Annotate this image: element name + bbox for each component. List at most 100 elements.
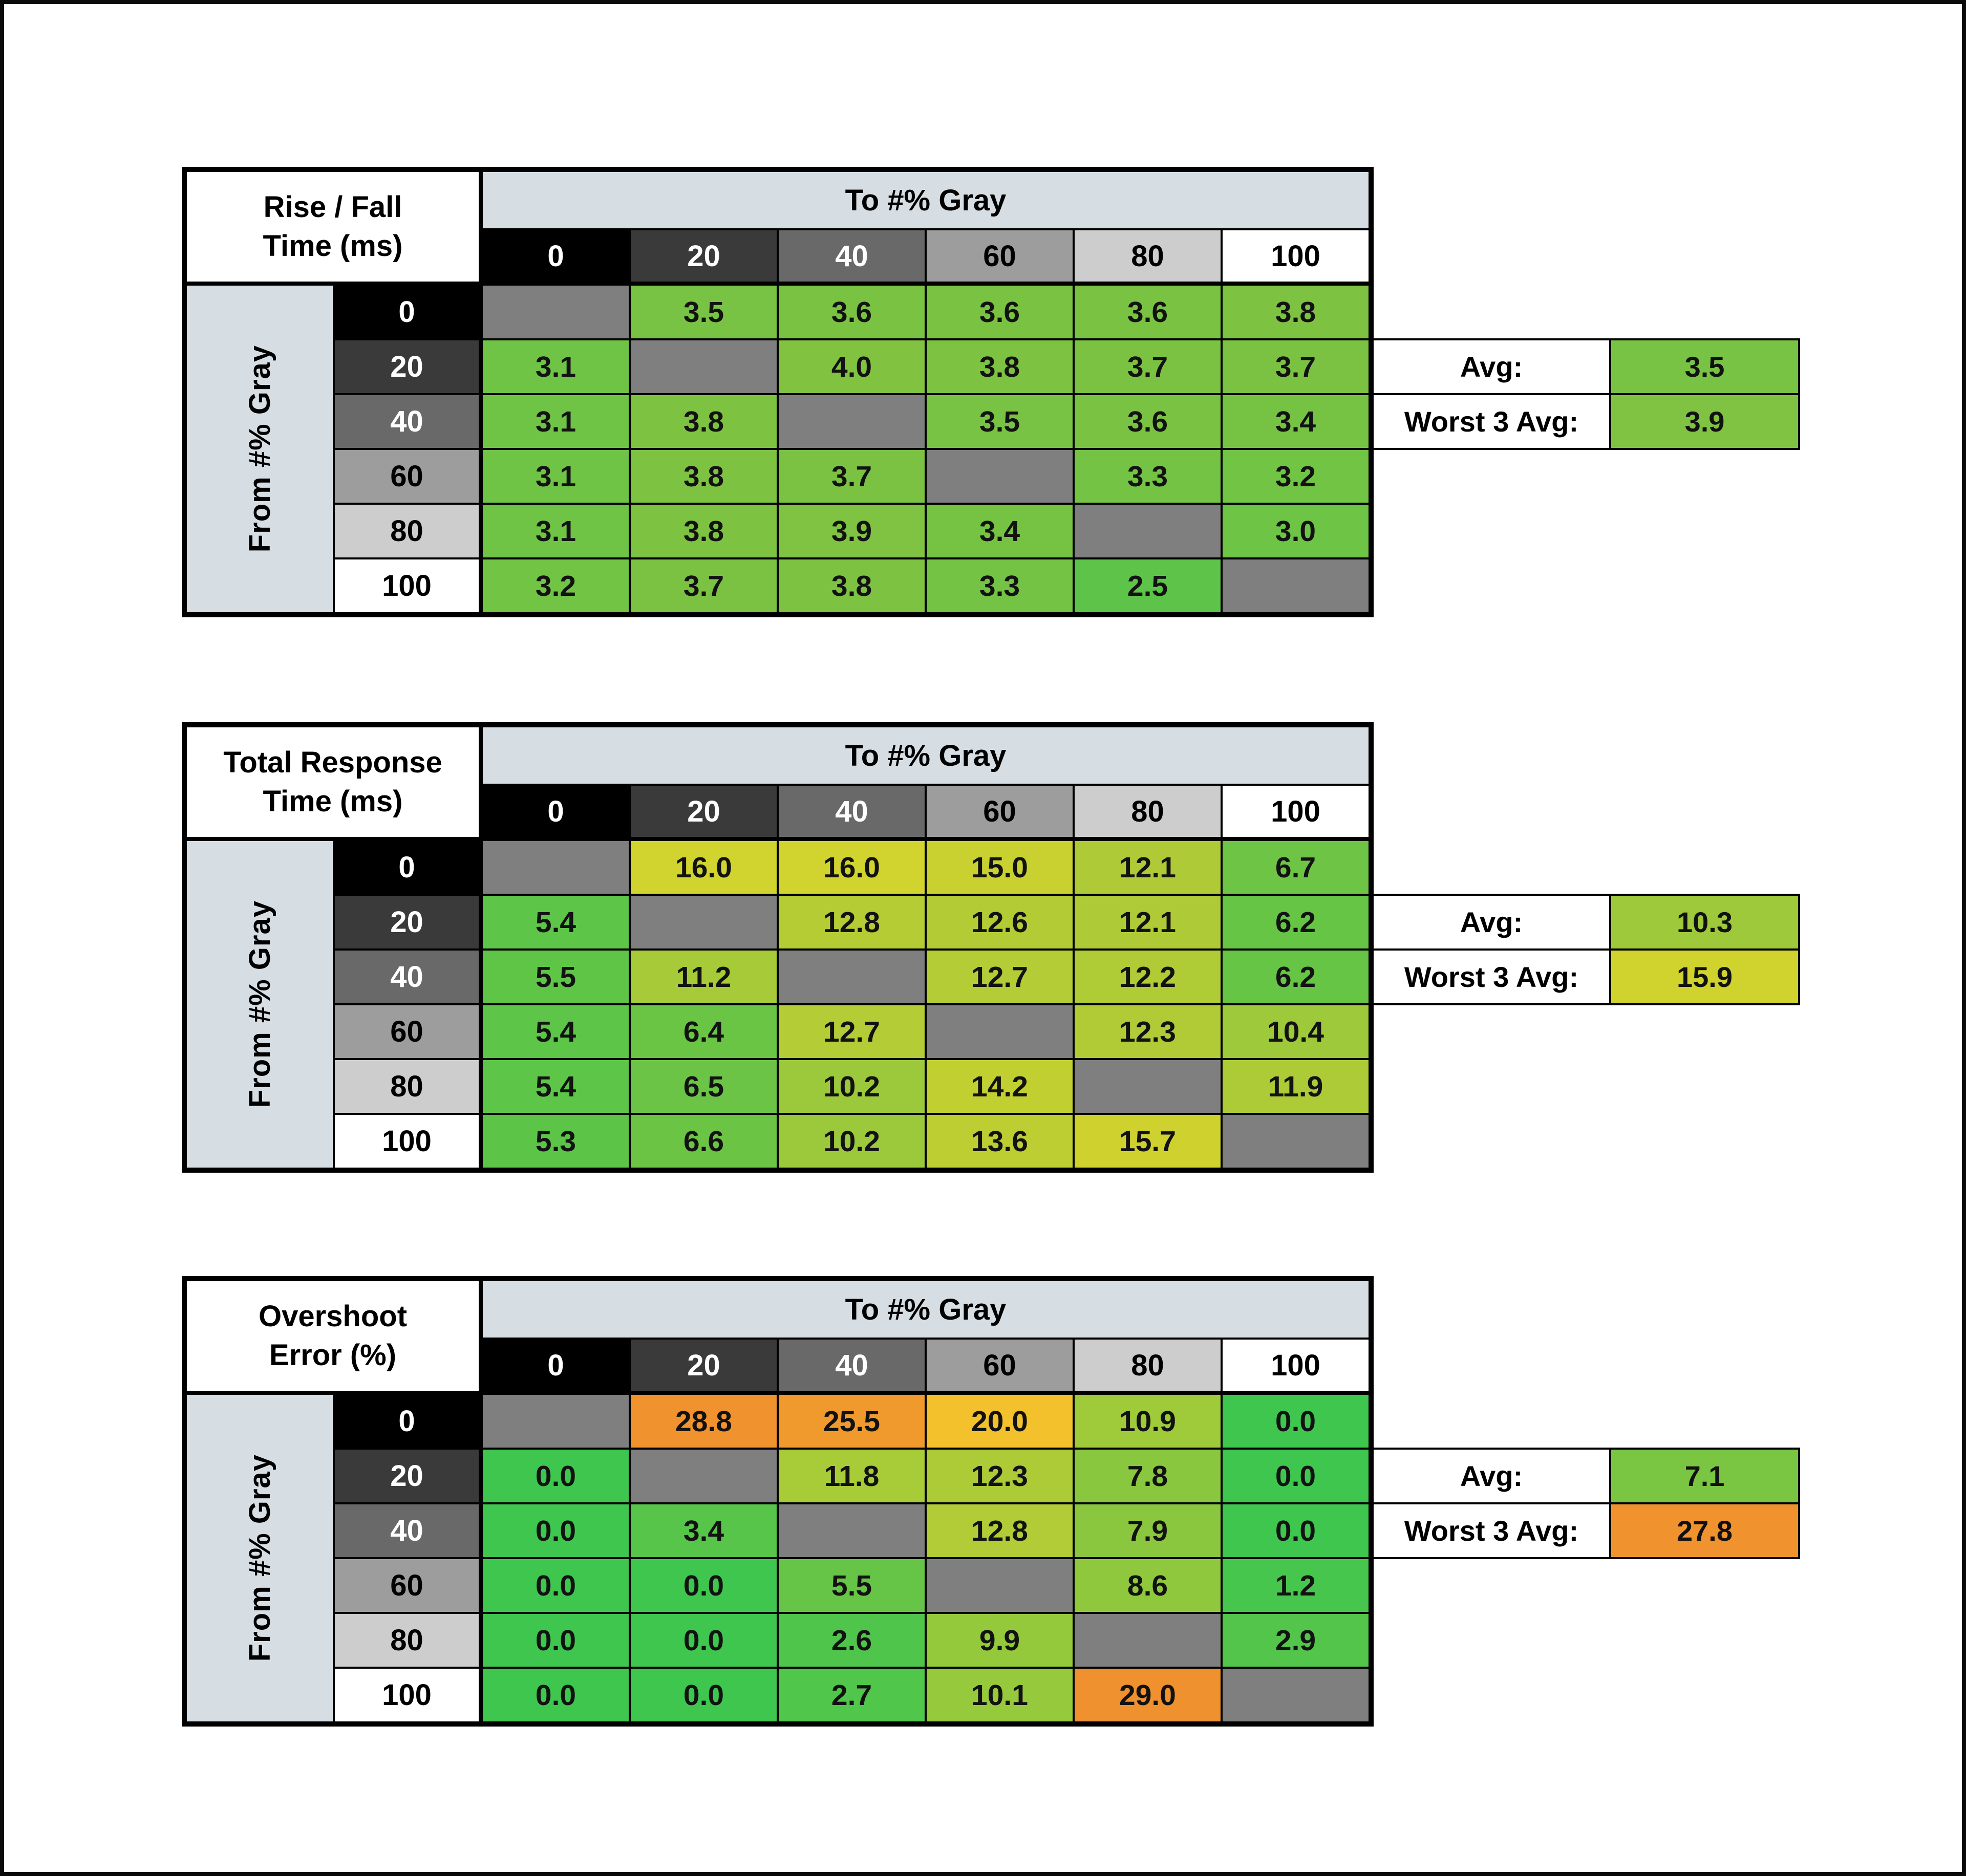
value-cell: 0.0	[631, 1559, 777, 1612]
row-header-20-pct: 20	[335, 340, 481, 393]
col-header-0-pct: 0	[483, 230, 629, 284]
row-header-40-pct: 40	[335, 1504, 481, 1557]
value-cell: 3.6	[1075, 395, 1221, 448]
value-cell: 7.9	[1075, 1504, 1221, 1557]
worst3-label: Worst 3 Avg:	[1374, 395, 1609, 448]
row-header-100-pct: 100	[335, 1669, 481, 1721]
value-cell: 5.5	[483, 951, 629, 1003]
value-cell: 3.8	[927, 340, 1073, 393]
metric-title-line1: Total Response	[223, 746, 442, 779]
value-cell: 14.2	[927, 1060, 1073, 1113]
value-cell: 0.0	[483, 1559, 629, 1612]
col-header-20-pct: 20	[631, 230, 777, 284]
value-cell: 10.2	[779, 1115, 925, 1168]
diagonal-gray-cell	[927, 450, 1073, 503]
diagonal-gray-cell	[483, 841, 629, 894]
metric-title-line2: Time (ms)	[263, 229, 403, 263]
value-cell: 2.9	[1223, 1614, 1369, 1667]
row-header-0-pct: 0	[335, 841, 481, 894]
value-cell: 12.8	[779, 896, 925, 948]
diagonal-gray-cell	[1075, 1614, 1221, 1667]
diagonal-gray-cell	[483, 286, 629, 338]
col-header-20-pct: 20	[631, 1340, 777, 1393]
metric-title-cell: Total Response Time (ms)	[187, 727, 481, 839]
value-cell: 12.7	[927, 951, 1073, 1003]
value-cell: 12.2	[1075, 951, 1221, 1003]
value-cell: 0.0	[1223, 1504, 1369, 1557]
worst3-value: 27.8	[1611, 1504, 1798, 1557]
col-header-0-pct: 0	[483, 1340, 629, 1393]
avg-label: Avg:	[1374, 340, 1609, 393]
value-cell: 3.8	[631, 450, 777, 503]
from-gray-axis-label: From #% Gray	[243, 345, 276, 553]
value-cell: 3.8	[631, 395, 777, 448]
col-header-60-pct: 60	[927, 230, 1073, 284]
value-cell: 2.5	[1075, 559, 1221, 612]
value-cell: 3.6	[1075, 286, 1221, 338]
value-cell: 2.7	[779, 1669, 925, 1721]
value-cell: 29.0	[1075, 1669, 1221, 1721]
row-header-80-pct: 80	[335, 1614, 481, 1667]
row-header-60-pct: 60	[335, 1005, 481, 1058]
metric-title-cell: Overshoot Error (%)	[187, 1281, 481, 1393]
value-cell: 3.1	[483, 395, 629, 448]
col-header-0-pct: 0	[483, 786, 629, 839]
value-cell: 15.7	[1075, 1115, 1221, 1168]
summary-block: Avg: 3.5 Worst 3 Avg: 3.9	[1372, 338, 1800, 450]
col-header-40-pct: 40	[779, 230, 925, 284]
col-header-40-pct: 40	[779, 786, 925, 839]
heatmap-table: Overshoot Error (%) To #% Gray From #% G…	[182, 1276, 1374, 1727]
value-cell: 3.4	[631, 1504, 777, 1557]
to-gray-axis-header: To #% Gray	[483, 172, 1369, 228]
diagonal-gray-cell	[1223, 1669, 1369, 1721]
value-cell: 12.3	[1075, 1005, 1221, 1058]
value-cell: 0.0	[483, 1450, 629, 1502]
value-cell: 2.6	[779, 1614, 925, 1667]
value-cell: 3.2	[1223, 450, 1369, 503]
row-header-100-pct: 100	[335, 1115, 481, 1168]
col-header-100-pct: 100	[1223, 230, 1369, 284]
value-cell: 3.8	[1223, 286, 1369, 338]
avg-value: 7.1	[1611, 1450, 1798, 1502]
value-cell: 3.5	[631, 286, 777, 338]
value-cell: 3.7	[1075, 340, 1221, 393]
value-cell: 3.1	[483, 505, 629, 557]
value-cell: 3.1	[483, 450, 629, 503]
from-gray-axis-sidebar: From #% Gray	[187, 841, 333, 1168]
value-cell: 10.2	[779, 1060, 925, 1113]
col-header-100-pct: 100	[1223, 786, 1369, 839]
value-cell: 3.9	[779, 505, 925, 557]
metric-title-line2: Time (ms)	[263, 785, 403, 818]
value-cell: 9.9	[927, 1614, 1073, 1667]
col-header-60-pct: 60	[927, 786, 1073, 839]
value-cell: 12.1	[1075, 841, 1221, 894]
diagonal-gray-cell	[483, 1395, 629, 1448]
value-cell: 3.7	[1223, 340, 1369, 393]
heatmap-table: Rise / Fall Time (ms) To #% Gray From #%…	[182, 167, 1374, 617]
from-gray-axis-label: From #% Gray	[243, 1454, 276, 1662]
worst3-value: 15.9	[1611, 951, 1798, 1003]
col-header-80-pct: 80	[1075, 1340, 1221, 1393]
value-cell: 3.4	[927, 505, 1073, 557]
value-cell: 1.2	[1223, 1559, 1369, 1612]
value-cell: 10.9	[1075, 1395, 1221, 1448]
value-cell: 11.8	[779, 1450, 925, 1502]
value-cell: 0.0	[631, 1614, 777, 1667]
value-cell: 15.0	[927, 841, 1073, 894]
value-cell: 0.0	[483, 1669, 629, 1721]
value-cell: 7.8	[1075, 1450, 1221, 1502]
col-header-100-pct: 100	[1223, 1340, 1369, 1393]
value-cell: 5.4	[483, 1005, 629, 1058]
value-cell: 5.3	[483, 1115, 629, 1168]
value-cell: 3.7	[631, 559, 777, 612]
value-cell: 3.8	[631, 505, 777, 557]
value-cell: 3.4	[1223, 395, 1369, 448]
row-header-80-pct: 80	[335, 505, 481, 557]
metric-title-line2: Error (%)	[269, 1339, 397, 1372]
metric-title-line1: Rise / Fall	[263, 190, 402, 224]
value-cell: 12.3	[927, 1450, 1073, 1502]
value-cell: 3.3	[927, 559, 1073, 612]
to-gray-axis-header: To #% Gray	[483, 1281, 1369, 1338]
value-cell: 3.2	[483, 559, 629, 612]
value-cell: 6.7	[1223, 841, 1369, 894]
